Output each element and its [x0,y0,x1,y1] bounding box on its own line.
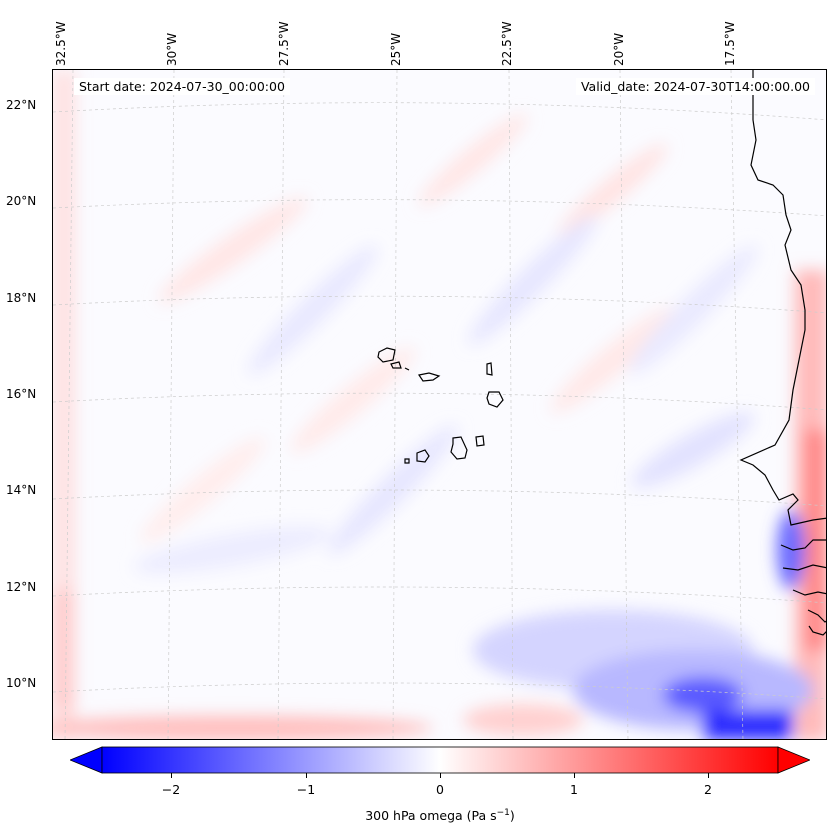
colorbar-tick-mark [708,773,709,778]
coastlines [739,70,826,636]
colorbar-gradient [101,746,779,774]
colorbar-tick-label: −1 [296,782,316,797]
lat-label: 20°N [6,194,37,208]
colorbar-label-exponent: −1 [496,808,510,818]
colorbar [68,745,812,775]
lat-label: 18°N [6,291,37,305]
valid-date-label: Valid_date: 2024-07-30T14:00:00.00 [575,78,815,95]
lat-label: 14°N [6,483,37,497]
lat-label: 12°N [6,580,37,594]
lon-label: 27.5°W [277,21,291,66]
colorbar-tick-mark [306,773,307,778]
colorbar-extend-min [68,746,103,774]
colorbar-extend-max [777,746,812,774]
start-date-label: Start date: 2024-07-30_00:00:00 [74,78,290,95]
lon-label: 30°W [165,32,179,66]
colorbar-tick-mark [574,773,575,778]
lat-label: 22°N [6,98,37,112]
colorbar-label: 300 hPa omega (Pa s−1) [0,808,837,823]
graticule [53,70,826,739]
colorbar-tick-mark [171,773,172,778]
lon-label: 25°W [389,32,403,66]
colorbar-tick-label: 1 [570,782,578,797]
lat-label: 10°N [6,676,37,690]
colorbar-label-close: ) [509,808,515,824]
colorbar-tick-label: 0 [436,782,444,797]
omega-field [53,70,826,739]
omega-field-map [53,70,826,739]
colorbar-tick-label: 2 [704,782,712,797]
map-panel [52,69,827,740]
colorbar-svg [68,746,812,774]
colorbar-tick-label: −2 [161,782,181,797]
cape-verde-islands [377,347,504,464]
lon-label: 22.5°W [500,21,514,66]
lon-label: 20°W [612,32,626,66]
colorbar-tick-mark [440,773,441,778]
lat-label: 16°N [6,387,37,401]
lon-label: 32.5°W [54,21,68,66]
lon-label: 17.5°W [723,21,737,66]
colorbar-label-text: 300 hPa omega (Pa s [365,808,497,824]
west-africa-coast [739,70,826,526]
